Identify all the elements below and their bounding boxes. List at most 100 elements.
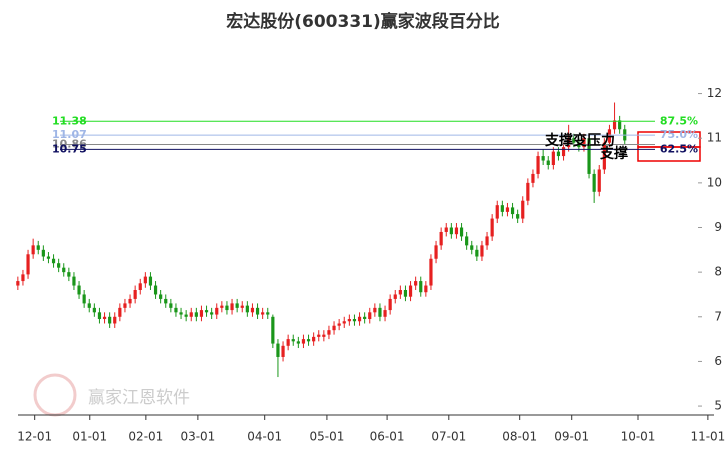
- candle-body: [250, 307, 255, 313]
- candle-body: [72, 276, 76, 286]
- watermark-logo: [33, 373, 77, 417]
- candle-body: [204, 310, 209, 313]
- candle-body: [102, 316, 107, 320]
- y-tick-label: 12: [707, 86, 722, 100]
- candle-body: [133, 290, 137, 299]
- candle-body: [21, 274, 25, 282]
- x-tick-label: 03-01: [180, 430, 215, 444]
- candle-body: [449, 227, 453, 235]
- candle-body: [373, 307, 377, 313]
- candle-body: [255, 307, 260, 315]
- candle-body: [31, 245, 35, 255]
- candle-body: [291, 339, 295, 342]
- candle-body: [383, 310, 387, 317]
- x-tick-label: 08-01: [502, 430, 537, 444]
- candle-body: [230, 303, 234, 311]
- candle-body: [368, 312, 372, 320]
- x-tick-label: 01-01: [72, 430, 107, 444]
- candle-body: [281, 345, 285, 357]
- candle-body: [16, 281, 20, 286]
- candle-body: [546, 160, 550, 165]
- candle-body: [26, 254, 30, 275]
- candle-body: [169, 303, 173, 308]
- y-tick-label: 9: [714, 220, 722, 234]
- candle-body: [41, 249, 45, 257]
- candle-body: [123, 303, 127, 308]
- candle-body: [454, 227, 459, 235]
- candle-body: [153, 285, 158, 295]
- candle-body: [495, 205, 499, 219]
- x-tick-label: 10-01: [621, 430, 656, 444]
- candle-body: [240, 305, 244, 308]
- candle-body: [561, 147, 566, 157]
- candle-body: [618, 120, 622, 130]
- y-tick-label: 11: [707, 131, 722, 145]
- candle-body: [403, 290, 408, 297]
- x-tick-label: 11-01: [690, 430, 725, 444]
- y-tick-label: 7: [714, 309, 722, 323]
- x-tick-label: 07-01: [431, 430, 466, 444]
- x-tick-label: 06-01: [370, 430, 405, 444]
- candle-body: [465, 236, 469, 246]
- chart-title: 宏达股份(600331)赢家波段百分比: [226, 11, 500, 32]
- candle-body: [215, 307, 219, 315]
- annotation: 支撑: [599, 145, 628, 162]
- candle-body: [118, 307, 122, 317]
- candle-body: [179, 312, 183, 315]
- candle-body: [113, 316, 117, 324]
- candle-body: [164, 298, 168, 304]
- candle-body: [46, 256, 51, 259]
- candle-body: [199, 310, 204, 317]
- candle-body: [97, 312, 102, 320]
- candle-body: [536, 156, 540, 174]
- candle-body: [36, 245, 40, 250]
- x-tick-label: 04-01: [247, 430, 282, 444]
- candle-body: [475, 249, 479, 257]
- candle-body: [597, 169, 601, 192]
- candle-body: [582, 138, 586, 148]
- candle-body: [67, 272, 71, 277]
- candle-body: [612, 120, 617, 130]
- candle-body: [159, 294, 163, 299]
- candle-body: [317, 334, 321, 337]
- candle-body: [531, 173, 535, 183]
- candle-body: [51, 258, 56, 264]
- candle-body: [352, 319, 357, 322]
- candle-body: [424, 285, 428, 293]
- x-tick-label: 05-01: [309, 430, 344, 444]
- candle-body: [526, 182, 530, 201]
- level-pct: 87.5%: [660, 114, 698, 127]
- x-tick-label: 12-01: [17, 430, 52, 444]
- y-tick-label: 6: [714, 354, 722, 368]
- candle-body: [363, 316, 367, 320]
- level-pct: 75.0%: [660, 128, 698, 141]
- candle-body: [92, 307, 96, 313]
- candle-body: [541, 156, 545, 161]
- candle-body: [490, 218, 494, 237]
- candle-body: [245, 305, 249, 313]
- candle-body: [327, 330, 331, 335]
- candle-body: [62, 267, 66, 273]
- candle-body: [342, 321, 346, 324]
- candle-body: [261, 312, 265, 315]
- level-label: 10.75: [52, 142, 87, 155]
- candle-body: [592, 173, 596, 192]
- y-tick-label: 10: [707, 175, 722, 189]
- candle-body: [357, 316, 362, 322]
- candle-body: [143, 276, 147, 284]
- candle-body: [57, 263, 61, 268]
- level-label: 10.86: [52, 137, 87, 150]
- candle-body: [271, 316, 275, 344]
- candle-body: [393, 294, 397, 299]
- candle-body: [322, 334, 326, 337]
- candle-body: [444, 227, 448, 232]
- watermark: 赢家江恩软件: [88, 388, 190, 408]
- candle-body: [301, 339, 306, 344]
- candle-body: [556, 151, 561, 157]
- candle-body: [510, 207, 515, 215]
- candle-body: [82, 294, 86, 304]
- level-label: 11.38: [52, 114, 87, 127]
- candle-body: [516, 214, 520, 219]
- candle-body: [220, 305, 224, 308]
